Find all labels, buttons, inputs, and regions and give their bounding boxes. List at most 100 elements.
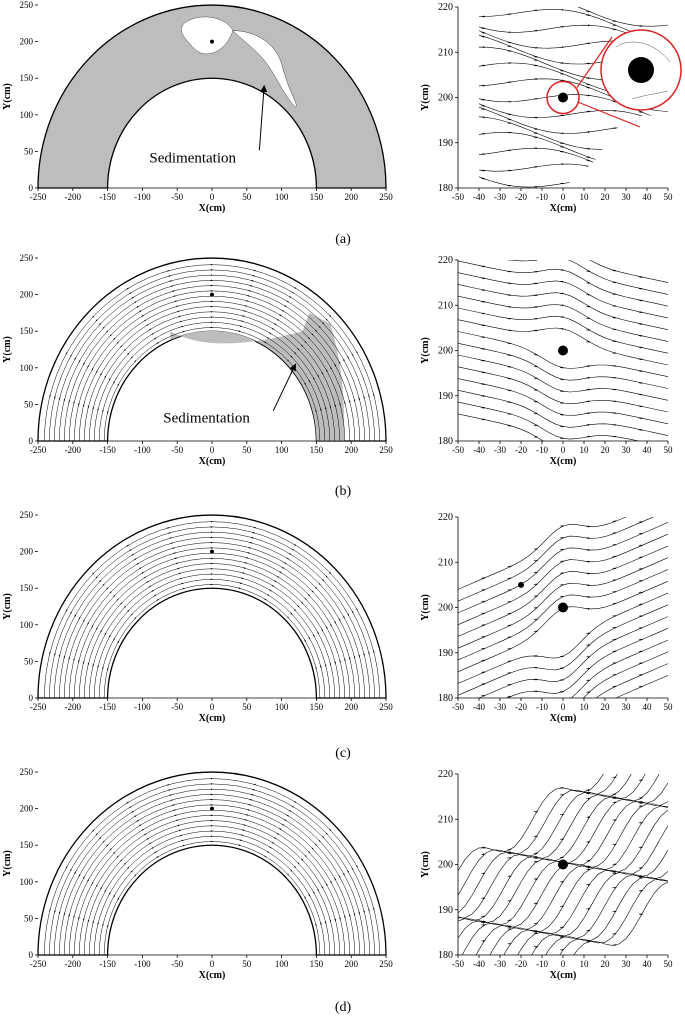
y-tick-label: 0 — [29, 693, 34, 703]
streamline-arrow — [244, 305, 248, 307]
streamline-arrow — [325, 575, 328, 578]
x-tick-label: 0 — [561, 702, 566, 712]
streamline-arrow — [241, 572, 245, 574]
streamline-arrow — [317, 631, 319, 635]
streamline-arrow — [105, 844, 109, 847]
streamline-arrow — [78, 359, 81, 363]
streamline-arrow — [307, 336, 311, 340]
streamline-arrow — [104, 375, 107, 379]
streamline-arrow — [293, 800, 297, 803]
streamline-arrow — [100, 629, 102, 633]
streamline-arrow — [243, 824, 247, 826]
streamline-arrow — [239, 839, 243, 841]
streamline-arrow — [266, 593, 270, 596]
streamline-arrow — [281, 566, 285, 569]
streamline-arrow — [131, 553, 135, 556]
y-tick-label: 0 — [29, 950, 34, 960]
x-tick-label: 0 — [210, 702, 215, 712]
x-tick-label: 30 — [622, 192, 632, 202]
x-tick-label: 100 — [275, 192, 289, 202]
streamline-arrow — [328, 571, 332, 575]
streamline — [595, 663, 668, 698]
streamline-arrow — [288, 553, 292, 555]
streamline-arrow — [91, 624, 94, 628]
streamline-arrow — [342, 358, 345, 362]
streamline-arrow — [49, 394, 51, 398]
streamline-arrow — [363, 652, 365, 657]
streamline-arrow — [82, 619, 85, 623]
wake-region — [181, 16, 234, 55]
streamline-arrow — [321, 579, 325, 582]
streamline-arrow — [153, 851, 157, 854]
x-tick-label: -200 — [65, 702, 82, 712]
streamline-arrow — [171, 290, 175, 292]
streamline-arrow — [300, 858, 304, 861]
x-tick-label: 0 — [561, 445, 566, 455]
streamline-arrow — [325, 626, 328, 630]
streamline-arrow — [172, 809, 177, 812]
streamline-arrow — [176, 567, 180, 570]
streamline-arrow — [324, 663, 327, 667]
x-tick-label: -250 — [30, 445, 47, 455]
streamline-arrow — [334, 661, 336, 665]
streamline-arrow — [307, 593, 311, 597]
streamline — [573, 881, 668, 955]
streamline-arrow — [87, 919, 90, 923]
streamline-arrow — [278, 314, 282, 317]
streamline-arrow — [82, 362, 85, 366]
streamline-arrow — [182, 587, 186, 590]
x-tick-label: -50 — [171, 959, 183, 969]
streamline-arrow — [151, 847, 154, 850]
x-tick-label: -200 — [65, 959, 82, 969]
streamline-arrow — [297, 604, 300, 608]
y-axis-label: Y(cm) — [420, 337, 431, 364]
x-tick-label: 150 — [310, 445, 324, 455]
streamline-arrow — [307, 850, 311, 854]
x-tick-label: 10 — [580, 445, 590, 455]
streamline-arrow — [245, 814, 249, 816]
streamline-arrow — [133, 558, 137, 561]
streamline-arrow — [104, 632, 107, 636]
streamline-arrow — [319, 665, 322, 669]
streamline-arrow — [104, 889, 107, 893]
streamline-arrow — [74, 871, 77, 875]
streamline-arrow — [348, 656, 351, 661]
x-axis-label: X(cm) — [550, 970, 577, 981]
streamline-arrow — [182, 844, 186, 847]
streamline-arrow — [312, 376, 315, 380]
streamline — [458, 774, 604, 871]
streamline-arrow — [308, 636, 311, 640]
streamline-arrow — [315, 666, 317, 670]
streamline-arrow — [249, 798, 253, 801]
y-tick-label: 180 — [438, 693, 453, 704]
y-tick-label: 220 — [438, 2, 453, 13]
y-tick-label: 180 — [438, 183, 453, 194]
y-tick-label: 200 — [438, 603, 453, 614]
streamline-arrow — [95, 576, 98, 579]
streamline — [545, 876, 668, 955]
panel-c-caption: (c) — [335, 746, 351, 761]
streamline-arrow — [283, 819, 287, 822]
x-tick-label: -100 — [134, 445, 151, 455]
streamline-arrow — [95, 833, 98, 836]
y-tick-label: 180 — [438, 950, 453, 961]
y-tick-label: 50 — [24, 656, 34, 666]
y-tick-label: 150 — [20, 840, 34, 850]
streamline-arrow — [178, 572, 182, 575]
streamline-arrow — [87, 405, 90, 409]
streamline-arrow — [101, 409, 104, 413]
streamline-arrow — [297, 861, 300, 865]
streamline — [458, 517, 655, 602]
streamline-arrow — [351, 867, 354, 871]
x-tick-label: -150 — [99, 702, 116, 712]
streamline-arrow — [117, 897, 120, 901]
streamline-arrow — [243, 310, 247, 312]
streamline-arrow — [339, 659, 341, 663]
streamline — [577, 7, 668, 27]
streamline-arrow — [97, 407, 99, 412]
y-tick-label: 250 — [20, 510, 34, 520]
streamline — [531, 871, 668, 955]
streamline-arrow — [351, 353, 354, 357]
streamline — [509, 260, 668, 295]
streamline-arrow — [308, 893, 311, 897]
